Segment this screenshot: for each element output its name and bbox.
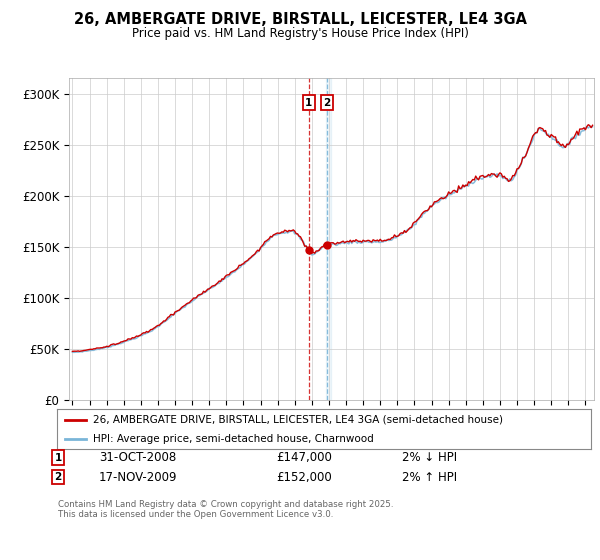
Bar (326, 78, 331, 400)
Text: 2% ↑ HPI: 2% ↑ HPI (402, 470, 457, 484)
Text: Contains HM Land Registry data © Crown copyright and database right 2025.
This d: Contains HM Land Registry data © Crown c… (58, 500, 394, 519)
Text: £147,000: £147,000 (276, 451, 332, 464)
Text: 26, AMBERGATE DRIVE, BIRSTALL, LEICESTER, LE4 3GA (semi-detached house): 26, AMBERGATE DRIVE, BIRSTALL, LEICESTER… (94, 415, 503, 424)
Text: £152,000: £152,000 (276, 470, 332, 484)
Text: 26, AMBERGATE DRIVE, BIRSTALL, LEICESTER, LE4 3GA: 26, AMBERGATE DRIVE, BIRSTALL, LEICESTER… (74, 12, 527, 27)
Text: Price paid vs. HM Land Registry's House Price Index (HPI): Price paid vs. HM Land Registry's House … (131, 27, 469, 40)
Text: HPI: Average price, semi-detached house, Charnwood: HPI: Average price, semi-detached house,… (94, 434, 374, 444)
Text: 2% ↓ HPI: 2% ↓ HPI (402, 451, 457, 464)
Text: 17-NOV-2009: 17-NOV-2009 (99, 470, 178, 484)
Text: 31-OCT-2008: 31-OCT-2008 (99, 451, 176, 464)
Text: 2: 2 (323, 97, 331, 108)
Text: 1: 1 (55, 452, 62, 463)
Text: 2: 2 (55, 472, 62, 482)
Text: 1: 1 (305, 97, 313, 108)
